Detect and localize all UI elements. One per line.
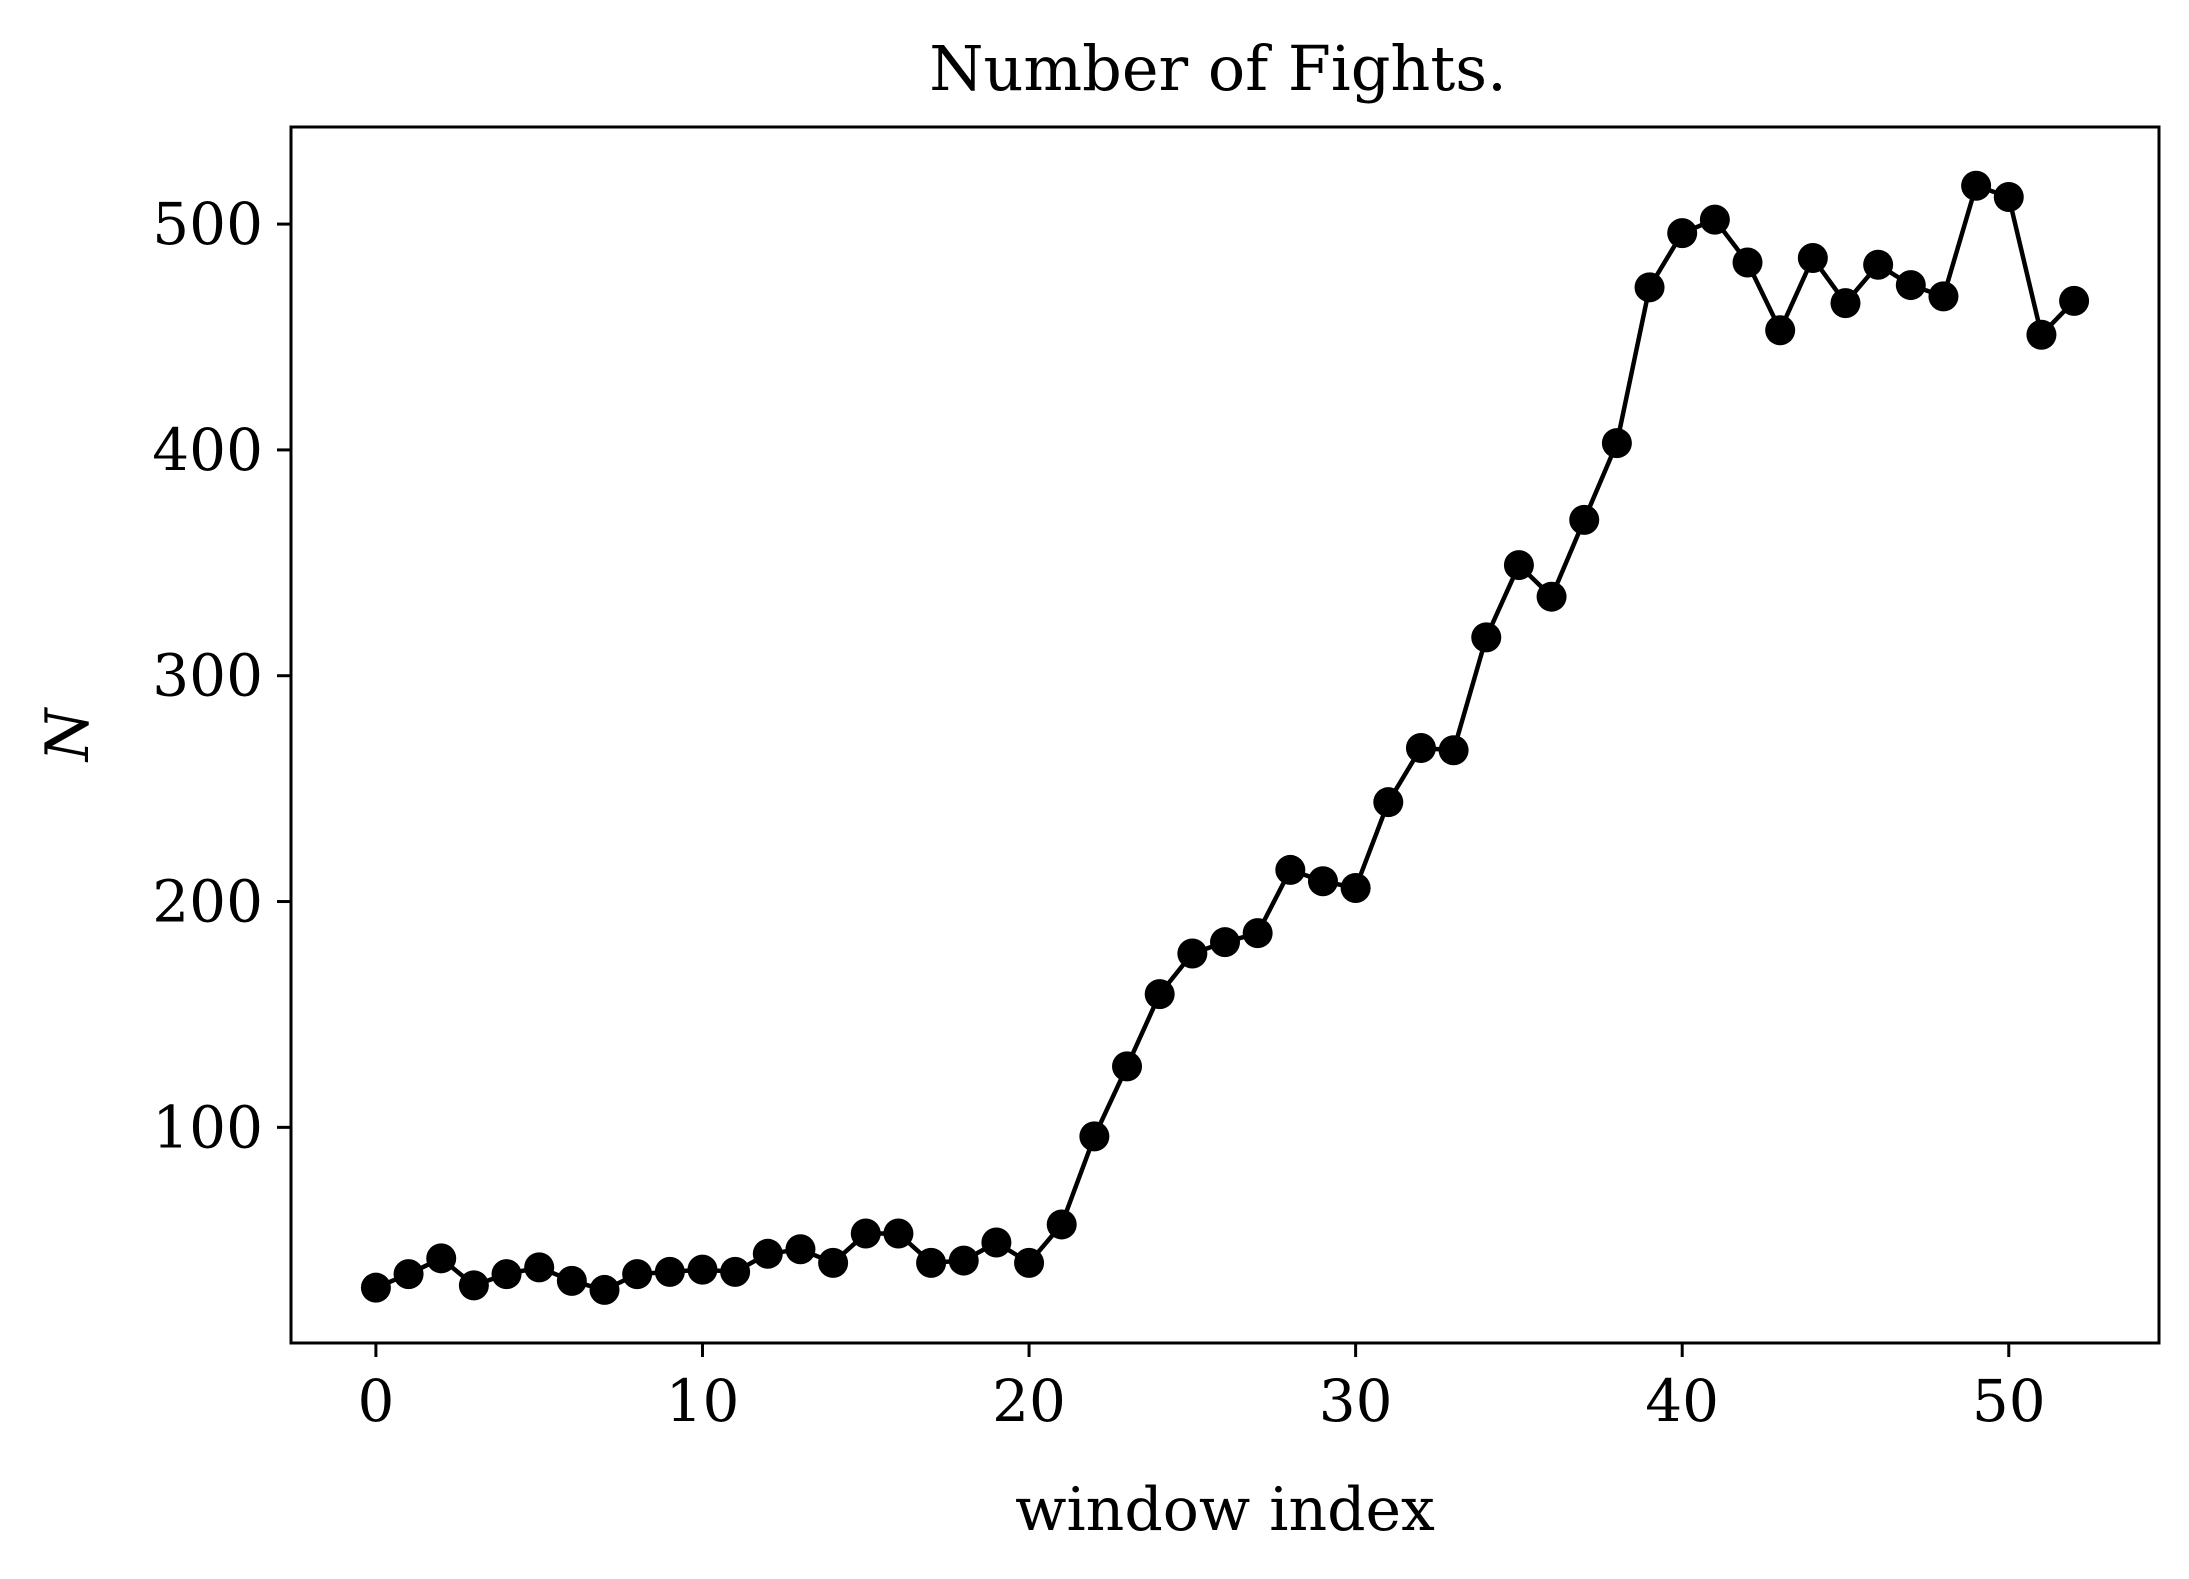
data-point xyxy=(1634,272,1665,303)
data-point xyxy=(1765,315,1796,346)
data-point xyxy=(426,1243,457,1274)
data-point xyxy=(1373,787,1404,818)
data-point xyxy=(1046,1209,1077,1240)
data-point xyxy=(1471,622,1502,653)
data-point xyxy=(1112,1051,1143,1082)
data-point xyxy=(687,1254,718,1285)
data-point xyxy=(1177,938,1208,969)
data-point xyxy=(1797,242,1828,273)
data-point xyxy=(1895,270,1926,301)
x-axis: 0 10 20 30 40 50 xyxy=(357,1343,2046,1435)
data-point xyxy=(818,1247,849,1278)
data-point xyxy=(752,1238,783,1269)
data-point xyxy=(622,1259,653,1290)
data-point xyxy=(2026,319,2057,350)
data-point xyxy=(2059,285,2090,316)
series-markers xyxy=(360,170,2090,1305)
data-point xyxy=(393,1259,424,1290)
data-point xyxy=(948,1245,979,1276)
y-axis-label: N xyxy=(33,706,103,763)
data-point xyxy=(916,1247,947,1278)
y-tick-label: 500 xyxy=(152,190,263,258)
data-point xyxy=(556,1265,587,1296)
x-tick-label: 10 xyxy=(666,1367,740,1435)
series-line xyxy=(375,183,2076,1293)
data-point xyxy=(589,1274,620,1305)
data-point xyxy=(1079,1121,1110,1152)
data-point xyxy=(1961,170,1992,201)
y-tick-label: 400 xyxy=(152,416,263,484)
data-point xyxy=(720,1256,751,1287)
data-point xyxy=(1667,218,1698,249)
data-point xyxy=(1307,866,1338,897)
y-tick-label: 100 xyxy=(152,1093,263,1161)
data-point xyxy=(491,1259,522,1290)
data-point xyxy=(458,1270,489,1301)
plot-frame xyxy=(289,125,2161,1345)
data-point xyxy=(850,1218,881,1249)
data-point xyxy=(1275,854,1306,885)
data-point xyxy=(1601,428,1632,459)
y-axis: 100 200 300 400 500 xyxy=(152,190,291,1161)
data-point xyxy=(1569,504,1600,535)
y-tick-label: 300 xyxy=(152,642,263,710)
data-point xyxy=(1210,927,1240,958)
chart-title: Number of Fights. xyxy=(929,32,1507,105)
data-point xyxy=(1536,581,1567,612)
data-point xyxy=(1732,247,1763,278)
x-tick-label: 40 xyxy=(1645,1367,1719,1435)
x-axis-label: window index xyxy=(1015,1475,1435,1545)
data-point xyxy=(1014,1247,1045,1278)
data-point xyxy=(785,1234,816,1265)
data-point xyxy=(1242,918,1273,949)
x-tick-label: 0 xyxy=(357,1367,394,1435)
data-point xyxy=(1340,872,1371,903)
x-tick-label: 30 xyxy=(1319,1367,1393,1435)
data-point xyxy=(1144,979,1175,1010)
y-tick-label: 200 xyxy=(152,868,263,936)
data-point xyxy=(1699,204,1730,235)
data-point xyxy=(360,1272,391,1303)
data-point xyxy=(524,1252,555,1283)
x-tick-label: 20 xyxy=(992,1367,1066,1435)
data-point xyxy=(883,1218,914,1249)
data-point xyxy=(654,1256,685,1287)
data-point xyxy=(1405,732,1436,763)
data-point xyxy=(1928,281,1959,312)
data-point xyxy=(1503,550,1534,581)
data-point xyxy=(1993,182,2024,213)
x-tick-label: 50 xyxy=(1972,1367,2046,1435)
data-point xyxy=(1830,288,1861,319)
data-point xyxy=(1438,735,1469,766)
data-point xyxy=(981,1227,1012,1258)
data-point xyxy=(1863,249,1894,280)
